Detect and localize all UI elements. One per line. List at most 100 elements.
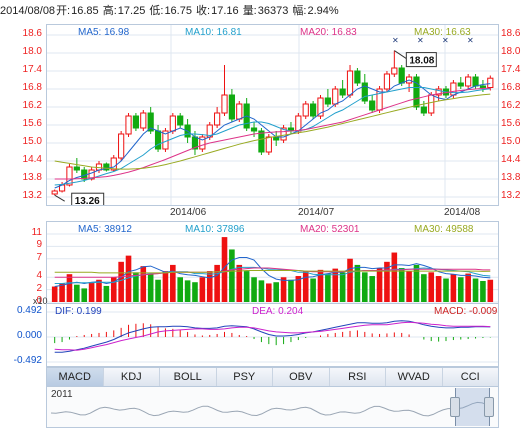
volume-chart-panel[interactable]: MA5: 38912 MA10: 37896 MA20: 52301 MA30:… [46, 221, 499, 305]
candle-body [479, 85, 487, 88]
price-chart[interactable]: 18.08 13.26 ✕ ✕ ✕ ✕ [47, 25, 498, 208]
tab-cci[interactable]: CCI [460, 371, 480, 383]
macd-chart-panel[interactable]: DIF: 0.199 DEA: 0.204 MACD: -0.009 [46, 303, 499, 367]
volume-bar [472, 278, 479, 302]
time-range-navigator[interactable]: 2011 [46, 386, 499, 428]
volume-bar [118, 261, 124, 302]
candle-body [118, 133, 125, 159]
volume-y-tick: 9 [36, 239, 42, 251]
volume-bar [421, 274, 427, 302]
candle-body [450, 82, 457, 96]
quote-info-bar: 2014/08/08开:16.85 高:17.25 低:16.75 收:17.1… [0, 2, 527, 18]
price-ma10-label: MA10: 16.81 [185, 27, 242, 38]
candle-body [221, 94, 228, 114]
candle-body [339, 88, 346, 96]
macd-dea-line [54, 321, 491, 351]
tab-wvad[interactable]: WVAD [386, 368, 443, 386]
high-marker-box [405, 52, 437, 68]
volume-bar [214, 264, 220, 302]
price-y-tick-right: 16.8 [501, 82, 521, 93]
candle-body [110, 157, 117, 171]
navigator-line [50, 401, 493, 417]
volume-bar [125, 255, 132, 302]
price-y-tick-left: 14.4 [22, 154, 42, 165]
volume-bar [96, 279, 102, 302]
volume-bar [236, 264, 243, 302]
indicator-tab-bar: MACD KDJ BOLL PSY OBV RSI WVAD CCI [46, 367, 499, 387]
price-ma20-line [54, 87, 491, 180]
volume-bar [295, 276, 302, 302]
candle-body [199, 136, 206, 150]
change-label: 幅: [292, 5, 307, 17]
volume-ma10-line [54, 266, 491, 284]
tab-rsi[interactable]: RSI [330, 368, 386, 386]
volume-bar [88, 282, 95, 302]
candle-body [457, 82, 464, 87]
volume-bar [465, 273, 471, 302]
price-y-tick-right: 15.0 [501, 136, 521, 147]
event-marker: ✕ [417, 36, 424, 45]
volume-ma10-label: MA10: 37896 [185, 224, 245, 235]
candle-body [420, 106, 427, 114]
candle-body [465, 76, 472, 87]
volume-bar [66, 274, 73, 302]
tab-psy[interactable]: PSY [217, 368, 273, 386]
volume-bar [310, 278, 316, 302]
tab-obv[interactable]: OBV [273, 368, 330, 386]
volume-bar [266, 283, 272, 302]
tab-boll[interactable]: BOLL [160, 368, 217, 386]
volume-bar [251, 277, 257, 302]
volume-bar [221, 237, 228, 302]
macd-y-tick: 0.000 [16, 330, 42, 341]
candle-body [147, 112, 154, 132]
volume-chart[interactable] [47, 222, 498, 304]
volume-y-tick: 2 [36, 282, 42, 294]
macd-y-tick: -0.492 [13, 355, 42, 366]
candle-body [265, 136, 272, 153]
volume-bar [206, 271, 213, 302]
volume-bar [140, 266, 147, 302]
macd-dea-label: DEA: 0.204 [252, 306, 304, 317]
high-label: 高: [102, 5, 117, 17]
candle-body [250, 127, 258, 132]
volume-bar [398, 268, 405, 302]
quote-date: 2014/08/08 [0, 5, 56, 17]
volume-bar [59, 283, 65, 302]
candle-body [236, 103, 243, 120]
volume-bar [457, 277, 464, 302]
macd-chart[interactable] [47, 304, 498, 366]
candle-body [302, 103, 309, 117]
price-ma30-label: MA30: 16.63 [414, 27, 471, 38]
volume-y-tick: 0 [36, 295, 42, 306]
candle-body [214, 112, 221, 126]
price-ma5-line [54, 79, 491, 189]
tab-kdj[interactable]: KDJ [104, 368, 160, 386]
volume-bar [273, 282, 279, 302]
candle-body [228, 94, 235, 120]
volume-bar [103, 285, 110, 302]
price-chart-panel[interactable]: 18.08 13.26 ✕ ✕ ✕ ✕ MA5: 16.98 MA10: 16.81 MA… [46, 24, 499, 208]
candle-body [369, 100, 376, 111]
candle-body [346, 70, 354, 96]
price-ma5-label: MA5: 16.98 [78, 27, 130, 38]
volume-bar [339, 272, 346, 302]
volume-bar [280, 277, 287, 302]
navigator-right-handle[interactable] [484, 397, 494, 417]
volume-bar [147, 273, 154, 302]
candle-body [280, 127, 287, 141]
volume-bar [347, 258, 353, 302]
volume-bar [317, 269, 324, 302]
candle-body [398, 67, 405, 84]
candle-body [73, 166, 80, 171]
navigator-overview-chart [50, 401, 493, 417]
tab-macd[interactable]: MACD [47, 368, 104, 386]
macd-y-tick: 0.492 [16, 305, 42, 316]
navigator-left-handle[interactable] [450, 397, 460, 417]
price-y-tick-right: 18.6 [501, 28, 521, 39]
candle-body [317, 97, 324, 117]
volume-bar [361, 272, 368, 302]
candle-body [132, 115, 140, 129]
macd-dif-line [54, 320, 491, 353]
price-ma20-label: MA20: 16.83 [300, 27, 357, 38]
x-tick-label: 2014/08 [444, 207, 481, 218]
